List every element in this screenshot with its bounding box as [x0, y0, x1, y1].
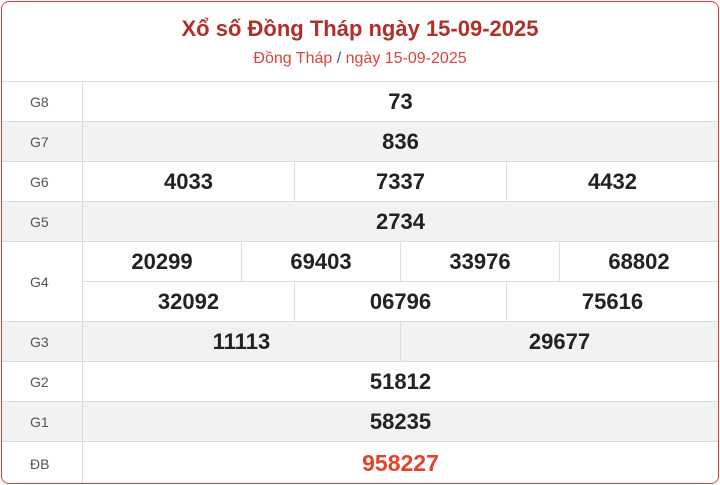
prize-label: G4 [2, 242, 83, 321]
prize-label: G7 [2, 122, 83, 161]
prize-label: G8 [2, 82, 83, 121]
prize-row-g6: G6 4033 7337 4432 [2, 161, 718, 201]
prize-label: G3 [2, 322, 83, 361]
prize-line: 11113 29677 [83, 322, 718, 361]
prize-number: 73 [388, 88, 413, 114]
prize-row-g2: G2 51812 [2, 361, 718, 401]
prize-row-g1: G1 58235 [2, 401, 718, 441]
prize-line: 2734 [83, 202, 718, 241]
prize-label: G2 [2, 362, 83, 401]
prize-number: 2734 [376, 208, 425, 234]
prize-number: 4033 [164, 168, 213, 194]
prize-number: 7337 [294, 162, 506, 201]
prize-label: G5 [2, 202, 83, 241]
prize-number: 69403 [241, 242, 400, 281]
prize-row-g8: G8 73 [2, 81, 718, 121]
prize-number: 836 [382, 128, 419, 154]
prize-number: 58235 [369, 408, 432, 434]
prize-line: 51812 [83, 362, 718, 401]
prize-number: 4432 [506, 162, 718, 201]
breadcrumb-separator: / [336, 50, 342, 67]
prize-row-g3: G3 11113 29677 [2, 321, 718, 361]
prize-row-g7: G7 836 [2, 121, 718, 161]
prize-line: 73 [83, 82, 718, 121]
prize-number: 51812 [369, 368, 432, 394]
prize-number: 20299 [131, 248, 193, 274]
prize-number: 11113 [212, 328, 271, 354]
prize-number: 33976 [400, 242, 559, 281]
special-prize-number: 958227 [362, 450, 439, 476]
page-title: Xổ số Đồng Tháp ngày 15-09-2025 [181, 16, 539, 41]
prize-number: 68802 [559, 242, 718, 281]
prize-line: 20299 69403 33976 68802 [83, 242, 718, 281]
prize-line: 958227 [83, 442, 718, 483]
breadcrumb-province[interactable]: Đồng Tháp [253, 50, 333, 67]
prize-label: G6 [2, 162, 83, 201]
prize-row-g4: G4 20299 69403 33976 68802 32092 06796 75616 [2, 241, 718, 321]
prize-line: 836 [83, 122, 718, 161]
prize-label: ĐB [2, 442, 83, 483]
prize-row-đb: ĐB 958227 [2, 441, 718, 483]
prize-label: G1 [2, 402, 83, 441]
prize-number: 29677 [400, 322, 718, 361]
breadcrumb: Đồng Tháp / ngày 15-09-2025 [2, 50, 718, 68]
prize-line: 4033 7337 4432 [83, 162, 718, 201]
prize-number: 06796 [294, 282, 506, 321]
prize-number: 32092 [157, 288, 220, 314]
prize-line: 58235 [83, 402, 718, 441]
prize-number: 75616 [506, 282, 718, 321]
prize-row-g5: G5 2734 [2, 201, 718, 241]
prize-line: 32092 06796 75616 [83, 281, 718, 321]
breadcrumb-date[interactable]: ngày 15-09-2025 [345, 50, 467, 67]
